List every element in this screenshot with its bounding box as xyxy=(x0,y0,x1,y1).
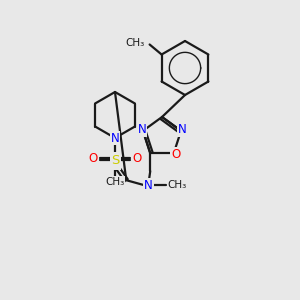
Text: N: N xyxy=(144,179,153,192)
Text: N: N xyxy=(111,131,119,145)
Text: O: O xyxy=(171,148,180,161)
Text: CH₃: CH₃ xyxy=(105,177,124,187)
Text: O: O xyxy=(88,152,98,166)
Text: O: O xyxy=(111,156,120,169)
Text: O: O xyxy=(132,152,142,166)
Text: N: N xyxy=(178,123,186,136)
Text: S: S xyxy=(111,154,119,166)
Text: CH₃: CH₃ xyxy=(167,180,187,190)
Text: N: N xyxy=(138,123,146,136)
Text: CH₃: CH₃ xyxy=(125,38,145,47)
